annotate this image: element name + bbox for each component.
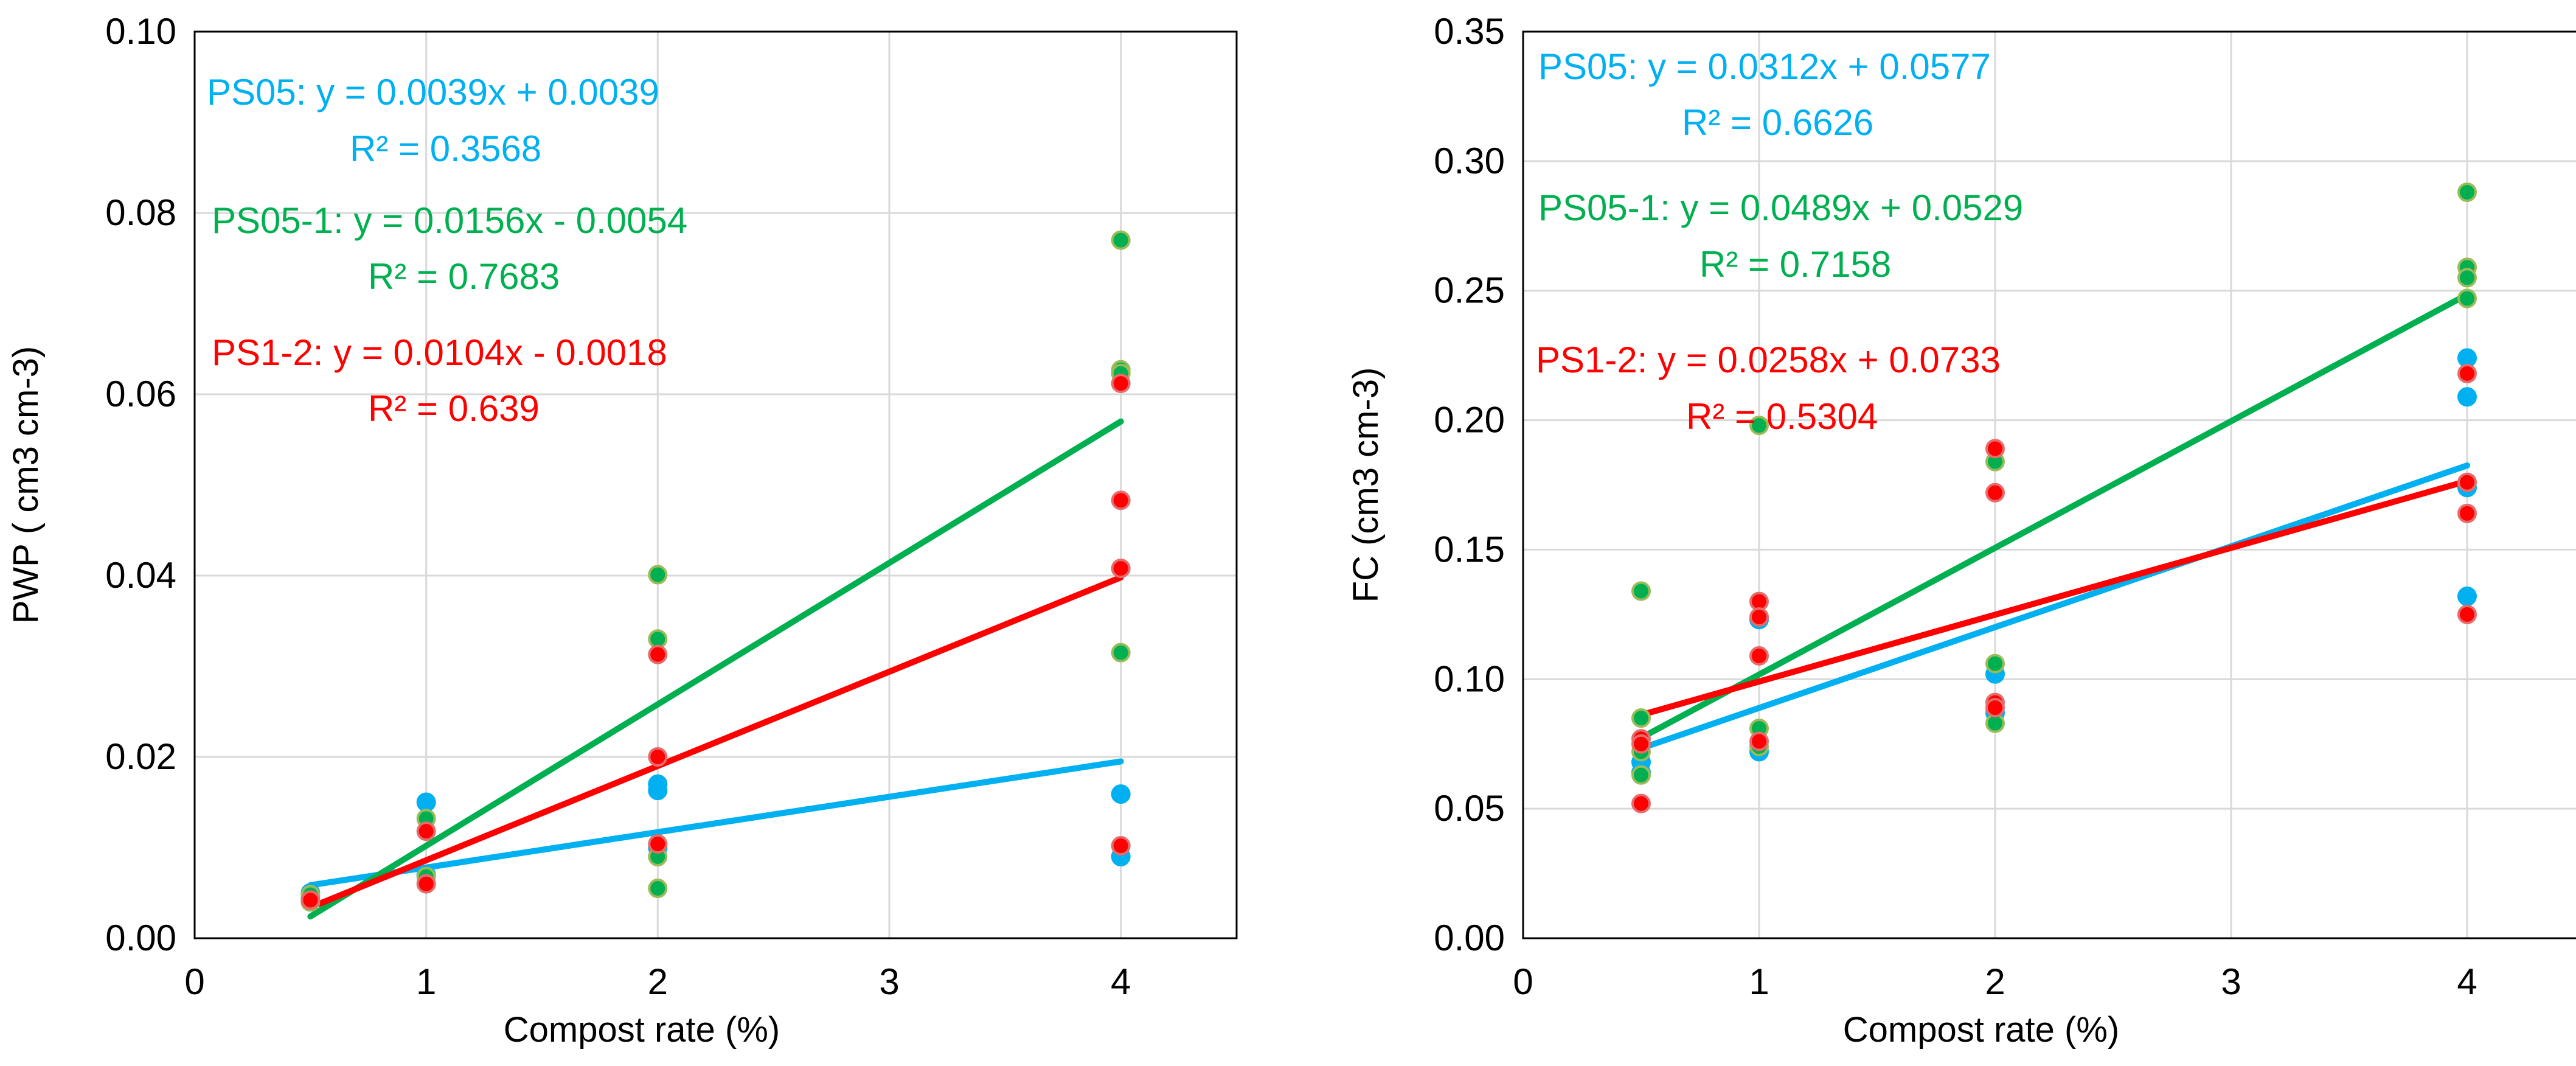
pwp-point-ps05-1 (648, 565, 668, 585)
fc-r2-ps05: R² = 0.6626 (1682, 102, 1873, 143)
pwp-point-ps1-2 (300, 890, 321, 910)
pwp-point-ps05-1 (1111, 230, 1131, 250)
fc-r2-ps1-2: R² = 0.5304 (1686, 396, 1878, 437)
fc-point-ps05-1 (2457, 268, 2477, 288)
pwp-point-ps05-1 (648, 879, 668, 899)
pwp-point-ps1-2 (1111, 374, 1131, 394)
fc-point-ps1-2 (1749, 607, 1769, 627)
fc-point-ps1-2 (2457, 363, 2477, 383)
pwp-trendline-ps05 (307, 758, 1124, 888)
fc-point-ps05-1 (1749, 416, 1769, 436)
fc-chart: 0.00 0.05 0.10 0.15 0.20 0.25 0.30 0.35 0 1 2 3 4 Co… (1346, 11, 2576, 1050)
pwp-point-ps05 (648, 781, 668, 801)
pwp-y-tick-label: 0.04 (105, 555, 176, 596)
pwp-annotations: PS05: y = 0.0039x + 0.0039 R² = 0.3568 P… (207, 72, 687, 429)
fc-point-ps1-2 (1631, 734, 1651, 754)
fc-plot-frame (1522, 30, 2576, 939)
fc-trendline-ps1-2 (1638, 478, 2470, 719)
fc-point-ps1-2 (2457, 503, 2477, 523)
pwp-point-ps1-2 (416, 821, 436, 841)
fc-y-tick-label: 0.15 (1434, 529, 1505, 570)
fc-point-ps05-1 (1631, 708, 1651, 728)
pwp-x-tick-label: 1 (416, 961, 436, 1002)
pwp-y-tick-label: 0.10 (105, 11, 176, 52)
fc-trendline-ps05 (1638, 462, 2470, 751)
fc-point-ps05 (2457, 587, 2477, 607)
fc-point-ps05-1 (2457, 182, 2477, 202)
pwp-x-tick-label: 2 (648, 961, 668, 1002)
fc-point-ps1-2 (1985, 482, 2005, 503)
fc-point-ps1-2 (2457, 604, 2477, 624)
pwp-point-ps05-1 (1111, 643, 1131, 663)
pwp-x-tick-label: 0 (184, 961, 204, 1002)
pwp-point-ps1-2 (416, 874, 436, 894)
fc-eq-ps1-2: PS1-2: y = 0.0258x + 0.0733 (1536, 340, 2001, 380)
fc-x-tick-label: 3 (2221, 961, 2241, 1002)
fc-point-ps05-1 (1631, 581, 1651, 601)
pwp-point-ps1-2 (1111, 559, 1131, 579)
pwp-r2-ps05-1: R² = 0.7683 (368, 256, 560, 297)
fc-y-tick-label: 0.30 (1434, 141, 1505, 181)
fc-point-ps05 (2457, 387, 2477, 407)
fc-eq-ps05: PS05: y = 0.0312x + 0.0577 (1538, 46, 1991, 87)
pwp-chart: 0.00 0.02 0.04 0.06 0.08 0.10 0 1 2 3 4 Compost ra… (6, 11, 1238, 1050)
pwp-point-ps1-2 (648, 644, 668, 664)
fc-y-tick-label: 0.35 (1434, 11, 1505, 52)
fc-x-axis-label: Compost rate (%) (1843, 1010, 2119, 1050)
fc-y-tick-label: 0.00 (1434, 918, 1505, 958)
pwp-eq-ps05: PS05: y = 0.0039x + 0.0039 (207, 72, 659, 113)
pwp-point-ps1-2 (1111, 836, 1131, 856)
fc-x-tick-label: 0 (1513, 961, 1533, 1002)
fc-x-tick-label: 4 (2457, 961, 2477, 1002)
pwp-point-ps05 (416, 792, 436, 812)
pwp-plot-frame (193, 30, 1238, 939)
pwp-x-tick-label: 4 (1111, 961, 1131, 1002)
pwp-x-tick-label: 3 (879, 961, 899, 1002)
fc-y-tick-label: 0.25 (1434, 270, 1505, 311)
fc-x-tick-label: 1 (1749, 961, 1769, 1002)
pwp-y-tick-label: 0.08 (105, 192, 176, 233)
fc-x-tick-label: 2 (1985, 961, 2005, 1002)
pwp-trendline-ps05-1 (307, 418, 1124, 920)
fc-point-ps1-2 (1985, 439, 2005, 459)
fc-point-ps1-2 (2457, 472, 2477, 492)
fc-trendline-ps05-1 (1638, 291, 2470, 741)
pwp-y-tick-label: 0.00 (105, 918, 176, 958)
pwp-eq-ps05-1: PS05-1: y = 0.0156x - 0.0054 (212, 200, 687, 241)
pwp-x-axis-label: Compost rate (%) (504, 1010, 780, 1050)
pwp-point-ps1-2 (648, 747, 668, 767)
fc-point-ps05-1 (1631, 765, 1651, 785)
fc-point-ps1-2 (1749, 731, 1769, 751)
fc-eq-ps05-1: PS05-1: y = 0.0489x + 0.0529 (1538, 187, 2023, 228)
pwp-point-ps1-2 (1111, 490, 1131, 510)
fc-chart-panel: 0.00 0.05 0.10 0.15 0.20 0.25 0.30 0.35 0 1 2 3 4 Co… (1288, 0, 2576, 1063)
fc-annotations: PS05: y = 0.0312x + 0.0577 R² = 0.6626 P… (1536, 46, 2023, 437)
fc-y-axis-label: FC (cm3 cm-3) (1346, 368, 1386, 603)
pwp-r2-ps05: R² = 0.3568 (350, 128, 541, 169)
fc-point-ps1-2 (1631, 793, 1651, 813)
fc-y-tick-label: 0.05 (1434, 788, 1505, 829)
pwp-point-ps1-2 (648, 834, 668, 854)
pwp-y-axis-label: PWP ( cm3 cm-3) (6, 346, 46, 624)
fc-point-ps1-2 (1985, 698, 2005, 718)
pwp-chart-panel: 0.00 0.02 0.04 0.06 0.08 0.10 0 1 2 3 4 Compost ra… (0, 0, 1288, 1063)
fc-y-tick-label: 0.20 (1434, 400, 1505, 441)
pwp-y-tick-label: 0.06 (105, 374, 176, 414)
fc-r2-ps05-1: R² = 0.7158 (1699, 244, 1891, 285)
pwp-y-tick-label: 0.02 (105, 736, 176, 777)
fc-point-ps1-2 (1749, 646, 1769, 666)
pwp-r2-ps1-2: R² = 0.639 (368, 388, 540, 429)
fc-point-ps05-1 (2457, 288, 2477, 308)
fc-y-tick-label: 0.10 (1434, 658, 1505, 699)
pwp-point-ps05 (1111, 784, 1131, 804)
pwp-eq-ps1-2: PS1-2: y = 0.0104x - 0.0018 (212, 332, 667, 373)
pwp-trendline-ps1-2 (307, 574, 1124, 911)
fc-point-ps05-1 (1985, 653, 2005, 674)
